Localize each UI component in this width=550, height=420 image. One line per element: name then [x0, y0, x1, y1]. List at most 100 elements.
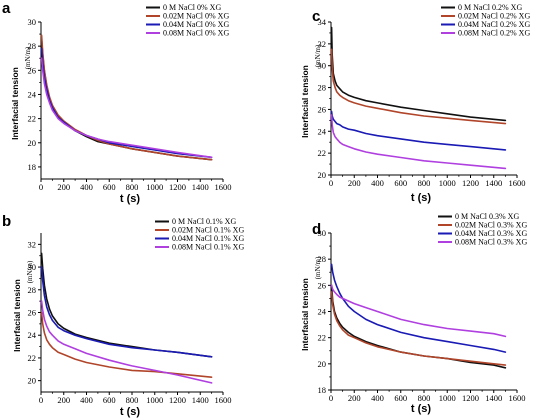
legend-label: 0.08M NaCl 0.2% XG — [458, 29, 530, 38]
y-tick-label: 22 — [28, 114, 37, 124]
x-tick-label: 1400 — [485, 178, 502, 188]
x-tick-label: 200 — [348, 393, 361, 403]
series-line-4 — [330, 284, 507, 338]
legend-label: 0.04M NaCl 0.1% XG — [172, 234, 244, 243]
y-tick-label: 22 — [28, 353, 37, 363]
x-tick-label: 1400 — [192, 395, 209, 405]
y-tick-label: 18 — [28, 162, 37, 172]
x-tick-label: 1600 — [215, 395, 232, 405]
y-tick-label: 28 — [28, 41, 37, 51]
y-tick-label: 20 — [28, 376, 37, 386]
series-line-3 — [40, 266, 213, 358]
series-line-4 — [40, 300, 213, 384]
y-tick-label: 24 — [318, 126, 327, 136]
y-tick-label: 30 — [28, 262, 37, 272]
x-tick-label: 600 — [103, 395, 116, 405]
legend-label: 0.08M NaCl 0.1% XG — [172, 243, 244, 252]
x-tick-label: 1200 — [169, 395, 186, 405]
x-tick-label: 1200 — [169, 182, 186, 192]
y-axis-title: Interfacial tension — [300, 65, 310, 138]
legend-label: 0.02M NaCl 0.3% XG — [455, 221, 527, 230]
y-tick-label: 26 — [28, 65, 37, 75]
series-line-3 — [330, 110, 507, 151]
x-tick-label: 1000 — [439, 393, 456, 403]
y-tick-label: 26 — [318, 280, 327, 290]
y-tick-label: 24 — [318, 307, 327, 317]
x-tick-label: 0 — [329, 393, 333, 403]
x-tick-label: 400 — [80, 182, 93, 192]
legend-label: 0.02M NaCl 0% XG — [163, 12, 229, 21]
x-tick-label: 0 — [329, 178, 333, 188]
x-tick-label: 200 — [57, 395, 70, 405]
legend-label: 0 M NaCl 0.1% XG — [172, 217, 236, 226]
legend-label: 0 M NaCl 0.3% XG — [455, 212, 519, 221]
y-tick-label: 28 — [318, 83, 327, 93]
series-line-4 — [330, 114, 507, 170]
legend-label: 0.08M NaCl 0% XG — [163, 29, 229, 38]
y-tick-label: 30 — [28, 17, 37, 27]
y-tick-label: 32 — [318, 39, 327, 49]
chart-panel-b: 0 200 400 600 800 1000 1200 1400 1600 20 22 24 26 28 3… — [2, 213, 244, 418]
x-tick-label: 600 — [394, 393, 407, 403]
y-tick-label: 20 — [318, 170, 327, 180]
y-tick-label: 30 — [318, 61, 327, 71]
x-tick-label: 1000 — [146, 182, 163, 192]
x-tick-label: 400 — [80, 395, 93, 405]
series-line-1 — [40, 252, 213, 358]
x-tick-label: 800 — [126, 182, 139, 192]
y-tick-label: 34 — [318, 17, 327, 27]
x-tick-label: 600 — [103, 182, 116, 192]
y-tick-label: 28 — [28, 285, 37, 295]
y-tick-label: 22 — [318, 333, 327, 343]
x-tick-label: 600 — [394, 178, 407, 188]
legend-label: 0.04M NaCl 0% XG — [163, 20, 229, 29]
x-tick-label: 1600 — [509, 178, 526, 188]
legend-label: 0.02M NaCl 0.1% XG — [172, 226, 244, 235]
x-tick-label: 1000 — [439, 178, 456, 188]
series-line-4 — [40, 57, 213, 159]
x-tick-label: 1200 — [462, 178, 479, 188]
x-tick-label: 400 — [371, 393, 384, 403]
x-tick-label: 800 — [418, 178, 431, 188]
y-axis-unit: (mN/m) — [26, 260, 34, 283]
y-axis-title: Interfacial tension — [12, 279, 22, 352]
x-tick-label: 1600 — [509, 393, 526, 403]
y-tick-label: 20 — [318, 359, 327, 369]
series-line-3 — [330, 263, 507, 353]
x-tick-label: 1600 — [215, 182, 232, 192]
series-line-1 — [40, 38, 213, 161]
x-tick-label: 0 — [39, 182, 43, 192]
x-axis-title: t (s) — [120, 406, 141, 418]
legend-label: 0.04M NaCl 0.2% XG — [458, 20, 530, 29]
chart-panel-c: 0 200 400 600 800 1000 1200 1400 1600 20 22 24 26 28 3… — [300, 3, 530, 204]
y-axis-unit: (mN/m) — [24, 46, 32, 69]
x-tick-label: 200 — [348, 178, 361, 188]
legend-label: 0 M NaCl 0% XG — [163, 3, 221, 12]
panel-letter: c — [312, 8, 320, 25]
legend-label: 0.04M NaCl 0.3% XG — [455, 229, 527, 238]
panel-letter: a — [2, 0, 11, 17]
y-tick-label: 26 — [28, 308, 37, 318]
x-tick-label: 0 — [39, 395, 43, 405]
x-tick-label: 1400 — [192, 182, 209, 192]
series-line-3 — [40, 47, 213, 159]
series-line-2 — [330, 48, 507, 125]
x-tick-label: 400 — [371, 178, 384, 188]
y-axis-unit: (mN/m) — [314, 44, 322, 67]
x-axis-title: t (s) — [411, 403, 432, 415]
x-tick-label: 800 — [126, 395, 139, 405]
y-tick-label: 28 — [318, 254, 327, 264]
chart-panel-a: 0 200 400 600 800 1000 1200 1400 1600 18 20 22 24 26 2… — [2, 0, 232, 205]
y-axis-title: Interfacial tension — [10, 67, 20, 140]
x-tick-label: 200 — [57, 182, 70, 192]
series-line-1 — [330, 26, 507, 122]
x-tick-label: 1000 — [146, 395, 163, 405]
y-tick-label: 30 — [318, 228, 327, 238]
x-tick-label: 1400 — [485, 393, 502, 403]
x-axis-title: t (s) — [120, 193, 141, 205]
y-axis-unit: (mN/m) — [314, 256, 322, 279]
legend-label: 0.02M NaCl 0.2% XG — [458, 12, 530, 21]
legend-label: 0.08M NaCl 0.3% XG — [455, 238, 527, 247]
panel-letter: d — [312, 221, 321, 238]
x-tick-label: 800 — [418, 393, 431, 403]
